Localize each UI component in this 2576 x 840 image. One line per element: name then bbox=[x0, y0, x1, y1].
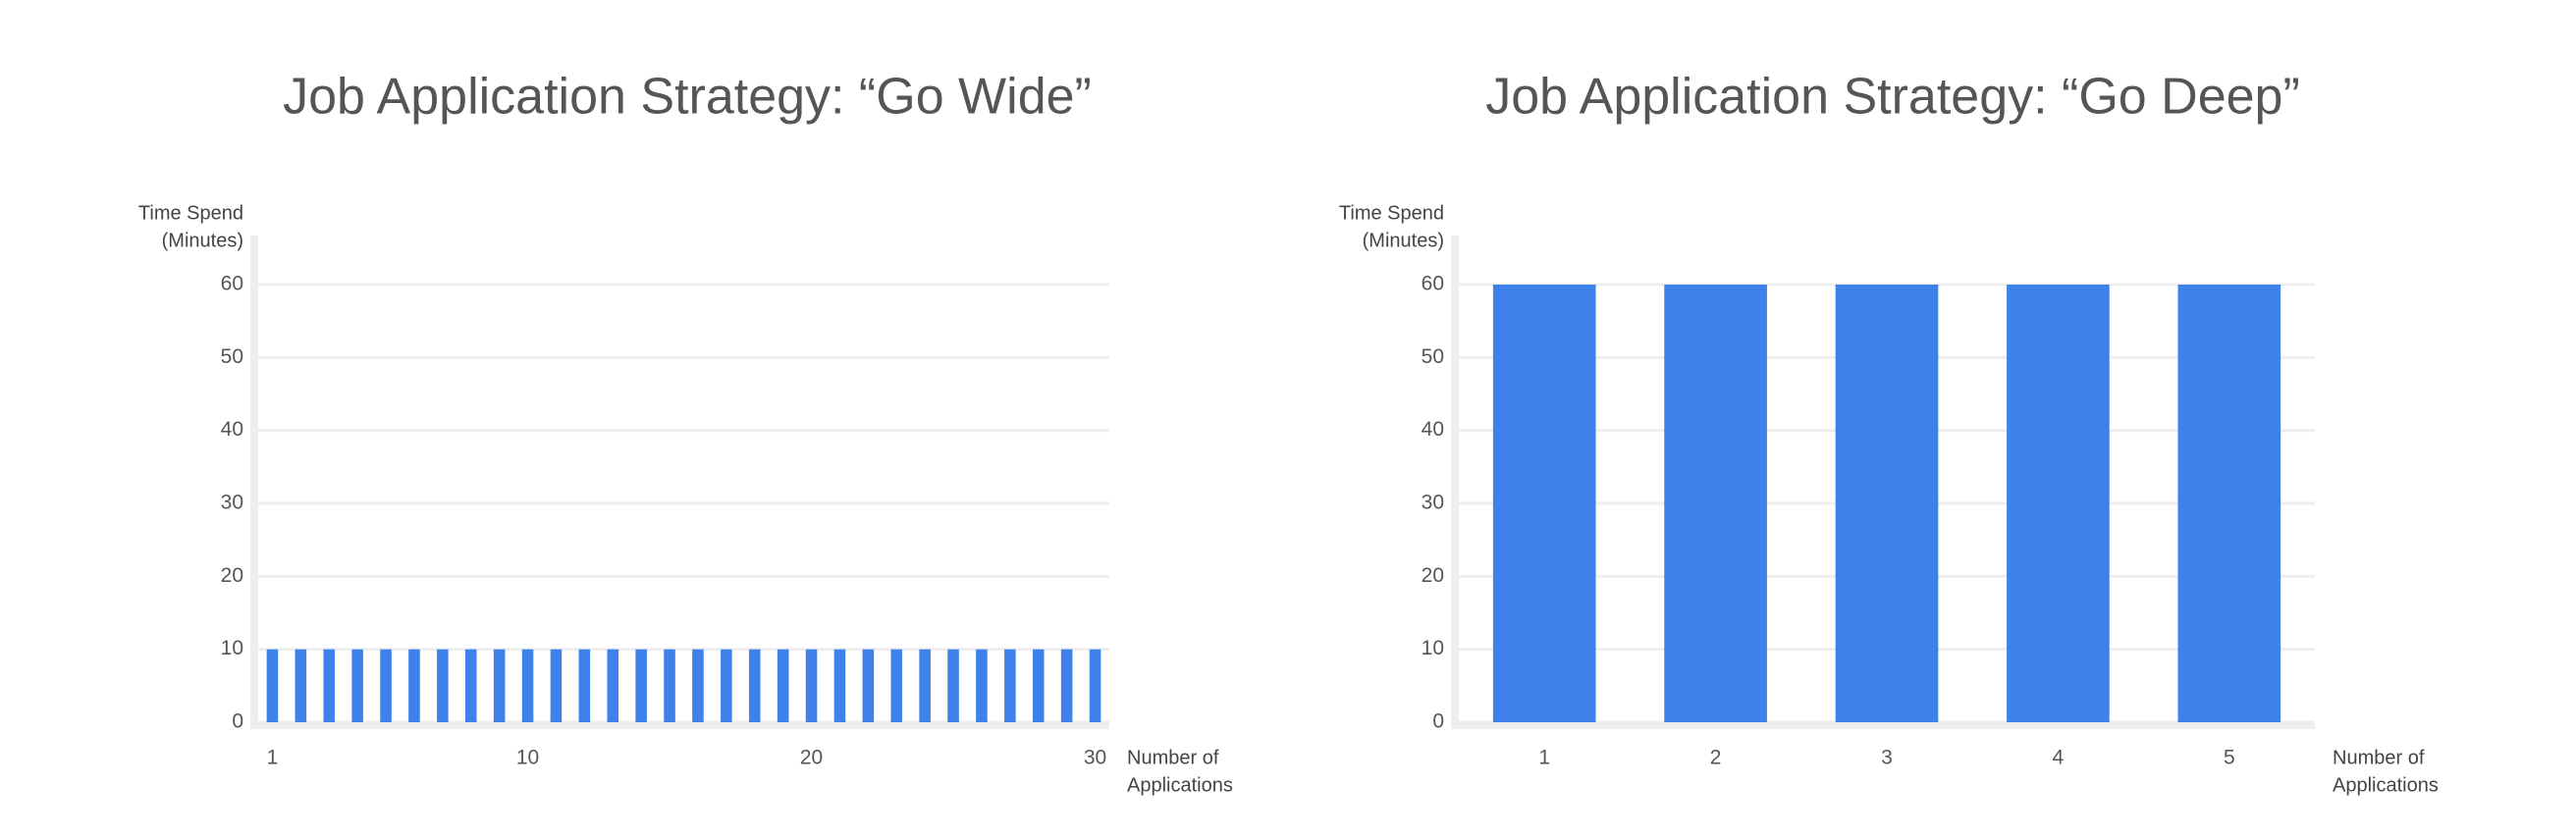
bar bbox=[1032, 649, 1045, 722]
x-tick-label: 2 bbox=[1710, 747, 1722, 769]
y-tick-label: 40 bbox=[1422, 418, 1444, 441]
x-tick-label: 3 bbox=[1881, 747, 1893, 769]
y-axis-label: Time Spend bbox=[138, 202, 243, 224]
x-axis-label: Number of bbox=[2333, 747, 2425, 768]
bar bbox=[862, 649, 875, 722]
x-tick-label: 5 bbox=[2224, 747, 2235, 769]
y-tick-label: 20 bbox=[221, 564, 243, 587]
bar bbox=[692, 649, 704, 722]
x-tick-label: 4 bbox=[2053, 747, 2065, 769]
bar bbox=[1664, 285, 1767, 722]
bar bbox=[2007, 285, 2110, 722]
bar bbox=[1060, 649, 1073, 722]
bar bbox=[550, 649, 563, 722]
x-axis-label: Applications bbox=[1127, 774, 1233, 796]
bar bbox=[748, 649, 761, 722]
bar bbox=[493, 649, 506, 722]
y-tick-label: 0 bbox=[1432, 710, 1444, 733]
bar bbox=[947, 649, 959, 722]
y-axis-label: (Minutes) bbox=[162, 230, 243, 251]
x-tick-label: 30 bbox=[1084, 747, 1106, 769]
bar bbox=[833, 649, 846, 722]
bar bbox=[777, 649, 789, 722]
y-tick-label: 50 bbox=[1422, 345, 1444, 368]
y-tick-label: 60 bbox=[221, 273, 243, 295]
bar bbox=[380, 649, 392, 722]
bar bbox=[1492, 285, 1596, 722]
x-tick-label: 1 bbox=[267, 747, 279, 769]
bar bbox=[890, 649, 903, 722]
bar bbox=[721, 649, 732, 722]
chart-title: Job Application Strategy: “Go Deep” bbox=[1485, 69, 2300, 126]
chart-title: Job Application Strategy: “Go Wide” bbox=[283, 69, 1092, 126]
bar bbox=[295, 649, 307, 722]
y-axis-label: Time Spend bbox=[1339, 202, 1444, 224]
bar bbox=[1835, 285, 1939, 722]
bar bbox=[351, 649, 363, 722]
bar bbox=[635, 649, 647, 722]
bar bbox=[437, 649, 449, 722]
x-axis-label: Number of bbox=[1127, 747, 1219, 768]
y-tick-label: 10 bbox=[221, 637, 243, 659]
x-axis-label: Applications bbox=[2333, 774, 2439, 796]
bar bbox=[919, 649, 931, 722]
bar bbox=[266, 649, 279, 722]
bar bbox=[464, 649, 477, 722]
y-tick-label: 50 bbox=[221, 345, 243, 368]
y-tick-label: 30 bbox=[1422, 492, 1444, 514]
bar bbox=[323, 649, 336, 722]
x-tick-label: 10 bbox=[516, 747, 539, 769]
bar bbox=[2177, 285, 2281, 722]
bar bbox=[1004, 649, 1016, 722]
bar bbox=[976, 649, 988, 722]
y-tick-label: 20 bbox=[1422, 564, 1444, 587]
y-tick-label: 40 bbox=[221, 418, 243, 441]
y-axis-label: (Minutes) bbox=[1363, 230, 1444, 251]
bar bbox=[521, 649, 534, 722]
y-tick-label: 60 bbox=[1422, 273, 1444, 295]
x-tick-label: 20 bbox=[800, 747, 823, 769]
bar bbox=[664, 649, 675, 722]
bar bbox=[607, 649, 619, 722]
bar bbox=[805, 649, 818, 722]
bar bbox=[578, 649, 591, 722]
bar bbox=[408, 649, 420, 722]
x-tick-label: 1 bbox=[1538, 747, 1550, 769]
y-tick-label: 0 bbox=[232, 710, 243, 733]
y-tick-label: 30 bbox=[221, 492, 243, 514]
y-tick-label: 10 bbox=[1422, 637, 1444, 659]
bar bbox=[1089, 649, 1101, 722]
